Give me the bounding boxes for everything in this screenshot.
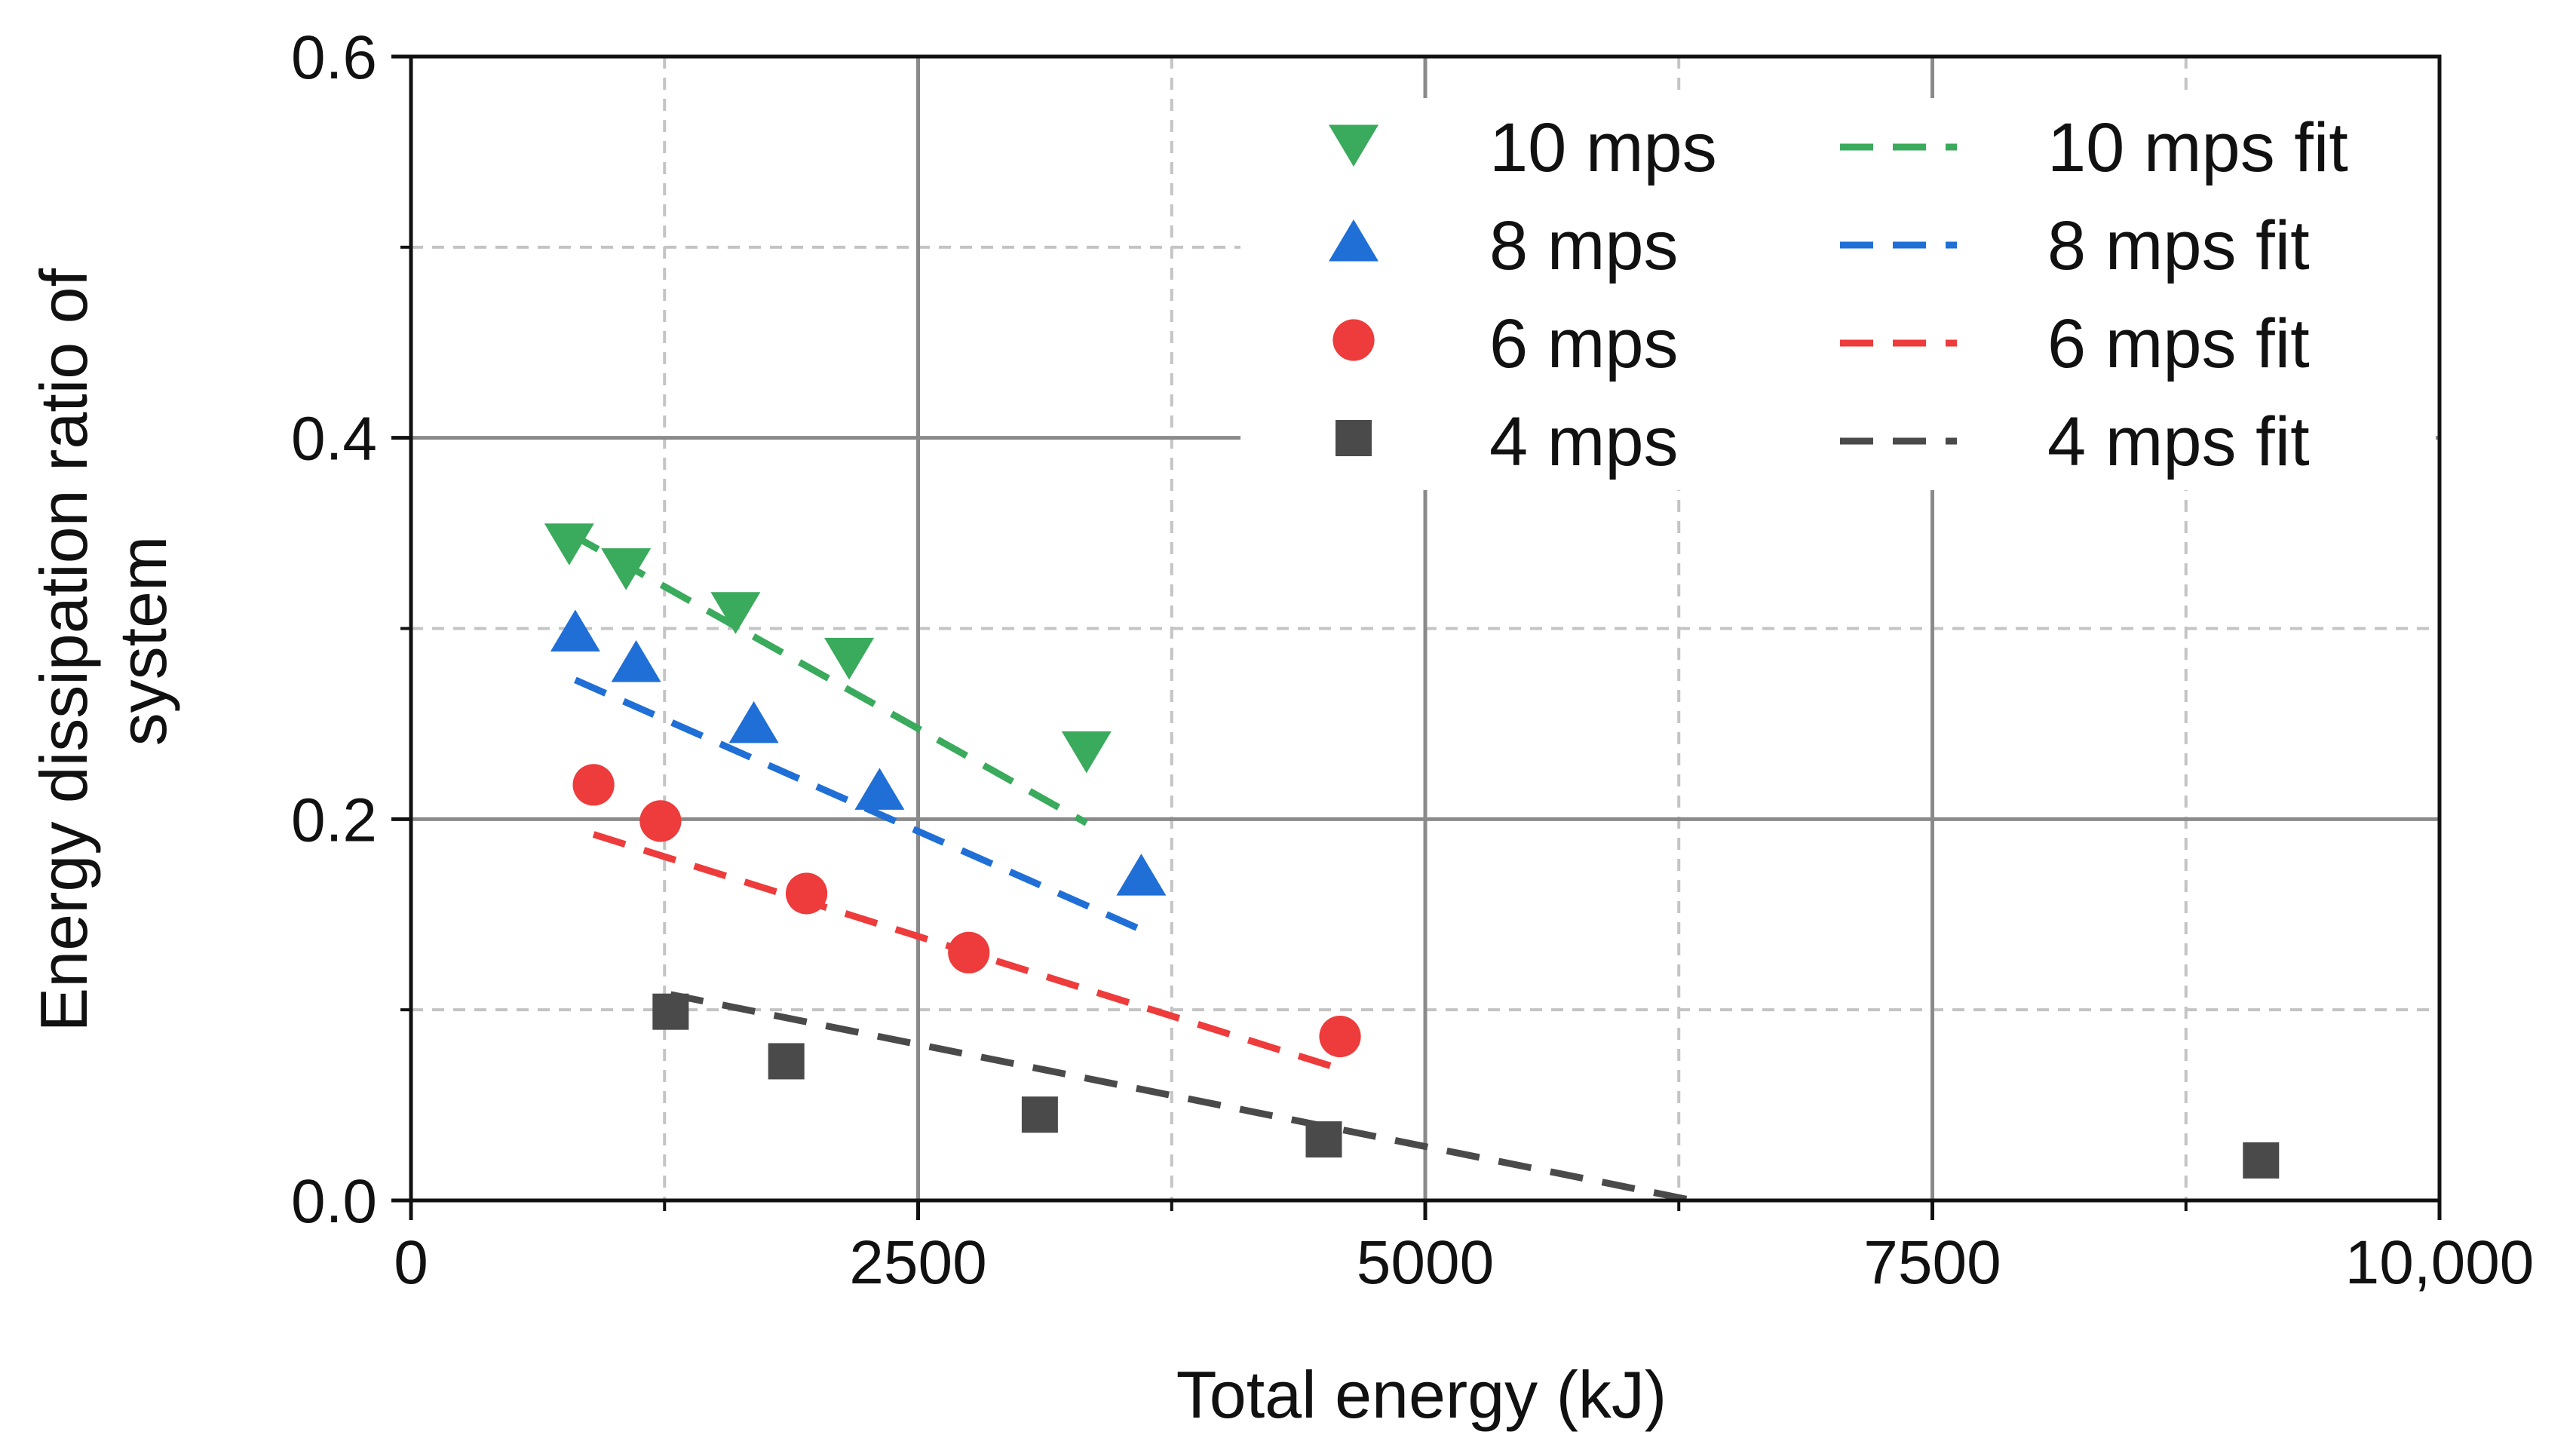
y-tick-label: 0.4 [291, 405, 377, 474]
fit-line [670, 991, 1694, 1204]
data-points [544, 523, 2280, 1179]
x-tick-label: 2500 [849, 1228, 986, 1297]
data-point [2243, 1142, 2280, 1179]
data-point [1329, 219, 1378, 262]
data-point [824, 637, 875, 680]
data-point [652, 993, 689, 1030]
y-tick-label: 0.2 [291, 786, 377, 854]
data-point [1116, 854, 1167, 896]
data-point [1329, 124, 1378, 167]
legend-label: 4 mps fit [2047, 403, 2310, 480]
data-point [1061, 731, 1112, 774]
data-point [544, 523, 594, 566]
data-point [1332, 319, 1375, 361]
data-point [710, 592, 761, 634]
data-point [948, 931, 990, 973]
y-axis-title-line-1: Energy dissipation ratio of [26, 268, 101, 1032]
fit-lines [567, 530, 1694, 1204]
x-tick-label: 5000 [1357, 1228, 1494, 1297]
legend-label: 6 mps [1489, 305, 1679, 382]
y-axis-title-line-2: system [106, 536, 180, 746]
fit-line [567, 530, 1088, 826]
legend-background [1240, 98, 2436, 490]
data-point [785, 872, 828, 915]
legend-label: 6 mps fit [2047, 305, 2310, 382]
data-point [854, 768, 905, 810]
legend-label: 8 mps fit [2047, 207, 2310, 284]
data-point [768, 1043, 805, 1080]
y-axis-title: Energy dissipation ratio of system [26, 250, 180, 1032]
x-tick-label: 7500 [1863, 1228, 2001, 1297]
data-point [572, 764, 615, 806]
data-point [1021, 1096, 1058, 1133]
data-point [728, 701, 779, 743]
x-tick-label: 0 [394, 1228, 428, 1297]
y-tick-label: 0.0 [291, 1167, 377, 1236]
legend-label: 8 mps [1489, 207, 1679, 284]
x-tick-label: 10,000 [2345, 1228, 2535, 1297]
data-point [601, 548, 652, 590]
legend: 10 mps 8 mps 6 mps 4 mps 10 mps fit 8 mps fit… [1240, 98, 2436, 490]
data-point [639, 800, 682, 842]
axes: 0 2500 5000 7500 10,000 0.0 0.2 0.4 0.6 [291, 23, 2534, 1297]
legend-label: 10 mps fit [2047, 109, 2348, 186]
data-point [611, 640, 661, 682]
legend-label: 4 mps [1489, 403, 1679, 480]
y-tick-label: 0.6 [291, 23, 377, 92]
data-point [550, 609, 600, 652]
legend-label: 10 mps [1489, 109, 1717, 186]
data-point [1319, 1015, 1361, 1058]
x-axis-title: Total energy (kJ) [1176, 1357, 1667, 1432]
data-point [1305, 1121, 1342, 1158]
data-point [1336, 420, 1372, 456]
